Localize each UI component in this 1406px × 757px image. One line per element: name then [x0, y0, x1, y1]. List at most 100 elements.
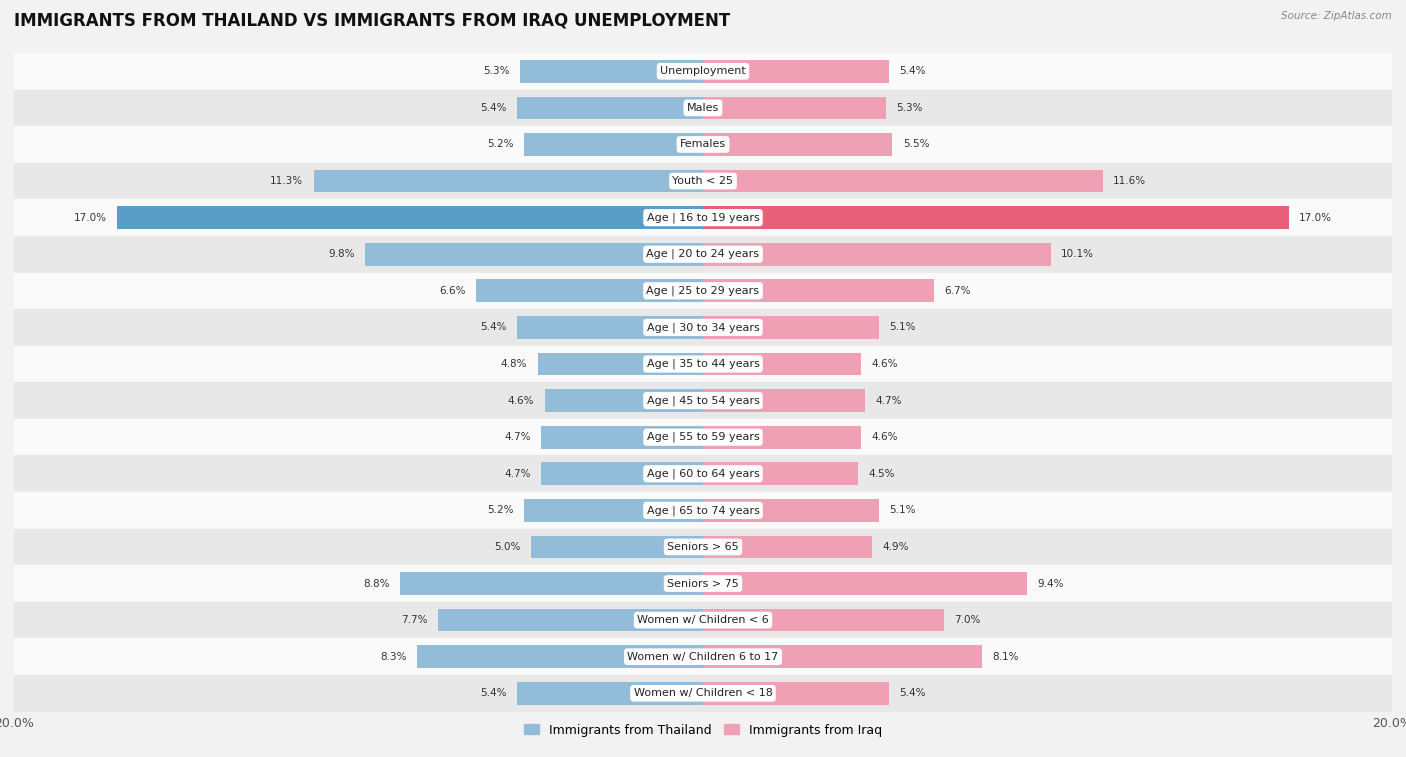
Text: 5.1%: 5.1% — [889, 506, 915, 516]
Text: Seniors > 75: Seniors > 75 — [666, 578, 740, 588]
Bar — [14, 565, 1392, 602]
Text: 5.1%: 5.1% — [889, 322, 915, 332]
Bar — [14, 126, 1392, 163]
Text: IMMIGRANTS FROM THAILAND VS IMMIGRANTS FROM IRAQ UNEMPLOYMENT: IMMIGRANTS FROM THAILAND VS IMMIGRANTS F… — [14, 11, 730, 30]
Bar — [517, 682, 703, 705]
Text: 17.0%: 17.0% — [75, 213, 107, 223]
Text: Age | 16 to 19 years: Age | 16 to 19 years — [647, 213, 759, 223]
Bar — [703, 609, 945, 631]
Bar — [399, 572, 703, 595]
Text: Youth < 25: Youth < 25 — [672, 176, 734, 186]
Text: 4.6%: 4.6% — [872, 359, 898, 369]
Bar — [14, 199, 1392, 236]
Bar — [14, 382, 1392, 419]
Text: 5.0%: 5.0% — [494, 542, 520, 552]
Bar — [703, 682, 889, 705]
Text: 5.3%: 5.3% — [484, 67, 510, 76]
Bar — [314, 170, 703, 192]
Bar — [117, 207, 703, 229]
Bar — [14, 602, 1392, 638]
Bar — [475, 279, 703, 302]
Bar — [14, 53, 1392, 89]
Text: 17.0%: 17.0% — [1299, 213, 1331, 223]
Text: 5.4%: 5.4% — [481, 322, 506, 332]
Text: 4.5%: 4.5% — [869, 469, 894, 478]
Text: 4.7%: 4.7% — [505, 432, 531, 442]
Bar — [531, 536, 703, 558]
Text: 4.6%: 4.6% — [508, 396, 534, 406]
Text: 5.2%: 5.2% — [486, 139, 513, 149]
Text: 11.6%: 11.6% — [1114, 176, 1146, 186]
Text: Age | 60 to 64 years: Age | 60 to 64 years — [647, 469, 759, 479]
Bar — [14, 675, 1392, 712]
Text: Age | 45 to 54 years: Age | 45 to 54 years — [647, 395, 759, 406]
Bar — [537, 353, 703, 375]
Text: 9.8%: 9.8% — [329, 249, 356, 259]
Bar — [14, 236, 1392, 273]
Bar — [418, 646, 703, 668]
Bar — [703, 243, 1050, 266]
Text: Age | 20 to 24 years: Age | 20 to 24 years — [647, 249, 759, 260]
Text: Age | 35 to 44 years: Age | 35 to 44 years — [647, 359, 759, 369]
Bar — [703, 279, 934, 302]
Text: Source: ZipAtlas.com: Source: ZipAtlas.com — [1281, 11, 1392, 21]
Text: 5.5%: 5.5% — [903, 139, 929, 149]
Bar — [703, 170, 1102, 192]
Text: 5.4%: 5.4% — [900, 67, 925, 76]
Text: Age | 55 to 59 years: Age | 55 to 59 years — [647, 432, 759, 442]
Text: 4.6%: 4.6% — [872, 432, 898, 442]
Legend: Immigrants from Thailand, Immigrants from Iraq: Immigrants from Thailand, Immigrants fro… — [519, 718, 887, 742]
Text: 4.8%: 4.8% — [501, 359, 527, 369]
Text: Age | 30 to 34 years: Age | 30 to 34 years — [647, 322, 759, 332]
Bar — [524, 133, 703, 156]
Bar — [524, 499, 703, 522]
Bar — [517, 316, 703, 338]
Text: 5.4%: 5.4% — [900, 688, 925, 698]
Bar — [517, 97, 703, 119]
Bar — [703, 133, 893, 156]
Bar — [703, 646, 981, 668]
Bar — [14, 89, 1392, 126]
Text: 8.1%: 8.1% — [993, 652, 1019, 662]
Bar — [703, 60, 889, 83]
Text: Age | 25 to 29 years: Age | 25 to 29 years — [647, 285, 759, 296]
Bar — [703, 536, 872, 558]
Bar — [437, 609, 703, 631]
Text: 8.8%: 8.8% — [363, 578, 389, 588]
Text: 5.3%: 5.3% — [896, 103, 922, 113]
Bar — [703, 389, 865, 412]
Text: 9.4%: 9.4% — [1038, 578, 1063, 588]
Bar — [541, 426, 703, 448]
Bar — [703, 97, 886, 119]
Text: Age | 65 to 74 years: Age | 65 to 74 years — [647, 505, 759, 516]
Bar — [703, 499, 879, 522]
Text: 11.3%: 11.3% — [270, 176, 304, 186]
Text: 4.7%: 4.7% — [875, 396, 901, 406]
Text: 5.2%: 5.2% — [486, 506, 513, 516]
Text: 4.9%: 4.9% — [882, 542, 908, 552]
Bar — [14, 492, 1392, 528]
Bar — [14, 419, 1392, 456]
Text: 7.0%: 7.0% — [955, 615, 981, 625]
Bar — [14, 273, 1392, 309]
Bar — [520, 60, 703, 83]
Bar — [703, 353, 862, 375]
Bar — [544, 389, 703, 412]
Bar — [14, 309, 1392, 346]
Text: Women w/ Children < 18: Women w/ Children < 18 — [634, 688, 772, 698]
Bar — [14, 163, 1392, 199]
Bar — [703, 316, 879, 338]
Text: Females: Females — [681, 139, 725, 149]
Text: Women w/ Children < 6: Women w/ Children < 6 — [637, 615, 769, 625]
Text: 8.3%: 8.3% — [380, 652, 406, 662]
Text: Males: Males — [688, 103, 718, 113]
Text: 6.6%: 6.6% — [439, 286, 465, 296]
Text: 10.1%: 10.1% — [1062, 249, 1094, 259]
Text: Unemployment: Unemployment — [661, 67, 745, 76]
Text: 5.4%: 5.4% — [481, 688, 506, 698]
Text: Women w/ Children 6 to 17: Women w/ Children 6 to 17 — [627, 652, 779, 662]
Text: 5.4%: 5.4% — [481, 103, 506, 113]
Text: 4.7%: 4.7% — [505, 469, 531, 478]
Text: 7.7%: 7.7% — [401, 615, 427, 625]
Bar — [541, 463, 703, 485]
